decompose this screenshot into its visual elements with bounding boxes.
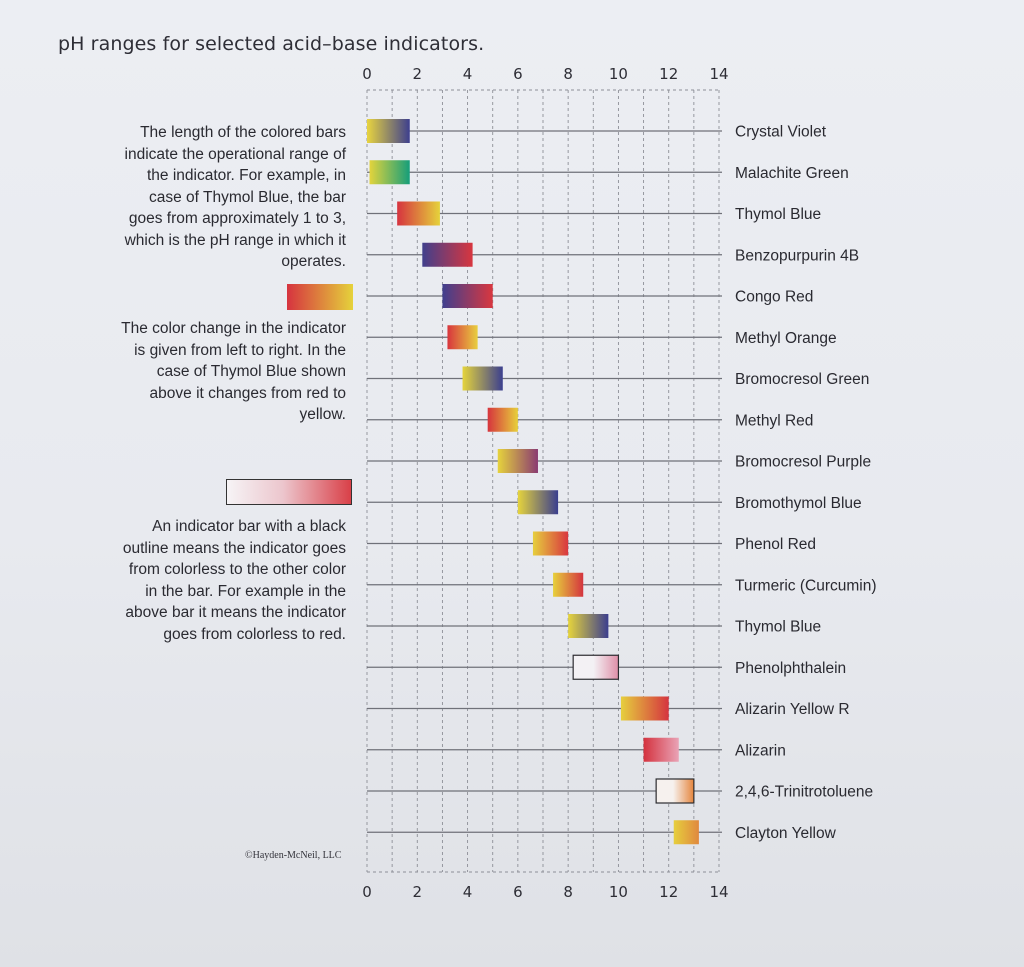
tick-label-bottom: 10 xyxy=(609,883,628,901)
tick-label-bottom: 4 xyxy=(463,883,473,901)
indicator-name-label: Bromocresol Purple xyxy=(735,454,871,471)
indicator-name-label: Bromocresol Green xyxy=(735,371,869,388)
indicator-name-label: Methyl Orange xyxy=(735,330,837,347)
indicator-name-label: Benzopurpurin 4B xyxy=(735,247,859,264)
note-bar-length: The length of the colored bars indicate … xyxy=(124,124,346,270)
indicator-name-label: Malachite Green xyxy=(735,165,849,182)
tick-label-bottom: 2 xyxy=(413,883,423,901)
chart-ticks: 0 0 2 2 4 4 6 6 8 8 10 10 12 12 14 14 xyxy=(362,65,728,901)
tick-label-top: 2 xyxy=(413,65,423,83)
indicator-name-label: Alizarin Yellow R xyxy=(735,701,850,718)
indicator-row: Thymol Blue xyxy=(367,201,821,226)
indicator-name-label: Thymol Blue xyxy=(735,619,821,636)
tick-label-top: 0 xyxy=(362,65,372,83)
indicator-name-label: 2,4,6-Trinitrotoluene xyxy=(735,784,873,801)
tick-label-top: 4 xyxy=(463,65,473,83)
indicator-row: Bromothymol Blue xyxy=(367,490,862,515)
indicator-range-bar xyxy=(655,778,695,804)
indicator-name-label: Alizarin xyxy=(735,742,786,759)
indicator-row: Phenolphthalein xyxy=(367,654,846,680)
copyright-credit: ©Hayden-McNeil, LLC xyxy=(245,850,342,861)
indicator-name-label: Bromothymol Blue xyxy=(735,495,862,512)
indicator-range-bar xyxy=(442,284,493,308)
indicator-row: Bromocresol Purple xyxy=(367,449,871,473)
indicator-range-bar xyxy=(532,531,569,556)
tick-label-top: 10 xyxy=(609,65,628,83)
indicator-name-label: Phenolphthalein xyxy=(735,660,846,677)
indicator-row: Alizarin Yellow R xyxy=(367,696,850,721)
indicator-name-label: Thymol Blue xyxy=(735,206,821,223)
chart-rows: Crystal Violet Malachite Green Thymol Blue… xyxy=(367,119,877,845)
sample-bar-colorless-to-red xyxy=(226,479,352,505)
indicator-range-bar xyxy=(517,490,559,515)
tick-label-top: 12 xyxy=(659,65,678,83)
indicator-row: Alizarin xyxy=(367,737,786,762)
tick-label-bottom: 0 xyxy=(362,883,372,901)
indicator-name-label: Methyl Red xyxy=(735,412,813,429)
indicator-range-bar xyxy=(369,160,410,185)
chart-grid xyxy=(366,89,720,873)
indicator-row: Methyl Orange xyxy=(367,325,837,350)
indicator-range-bar xyxy=(367,119,410,143)
sample-bar-red-to-yellow xyxy=(287,284,353,310)
indicator-name-label: Phenol Red xyxy=(735,536,816,553)
indicator-range-bar xyxy=(572,654,620,680)
indicator-row: Crystal Violet xyxy=(367,119,827,143)
indicator-name-label: Crystal Violet xyxy=(735,124,827,141)
indicator-row: Methyl Red xyxy=(367,407,813,432)
indicator-range-bar xyxy=(497,449,538,473)
indicator-row: Thymol Blue xyxy=(367,614,821,638)
indicator-name-label: Clayton Yellow xyxy=(735,825,837,842)
indicator-row: Turmeric (Curcumin) xyxy=(367,572,877,597)
indicator-range-bar xyxy=(397,201,440,226)
indicator-range-bar xyxy=(643,737,679,762)
tick-label-bottom: 12 xyxy=(659,883,678,901)
indicator-row: Clayton Yellow xyxy=(367,820,837,845)
tick-label-top: 8 xyxy=(563,65,573,83)
indicator-row: Benzopurpurin 4B xyxy=(367,242,859,267)
indicator-range-bar xyxy=(487,407,518,432)
note-color-change: The color change in the indicator is giv… xyxy=(121,320,346,423)
tick-label-top: 6 xyxy=(513,65,523,83)
tick-label-bottom: 14 xyxy=(709,883,728,901)
note-outline-meaning: An indicator bar with a black outline me… xyxy=(122,518,346,643)
indicator-range-bar xyxy=(422,242,473,267)
indicator-row: Phenol Red xyxy=(367,531,816,556)
indicator-row: 2,4,6-Trinitrotoluene xyxy=(367,778,873,804)
indicator-range-bar xyxy=(673,820,699,845)
tick-label-bottom: 8 xyxy=(563,883,573,901)
indicator-range-bar xyxy=(462,366,503,391)
indicator-name-label: Turmeric (Curcumin) xyxy=(735,577,877,594)
tick-label-top: 14 xyxy=(709,65,728,83)
indicator-row: Malachite Green xyxy=(367,160,849,185)
tick-label-bottom: 6 xyxy=(513,883,523,901)
indicator-range-bar xyxy=(620,696,669,721)
indicator-range-bar xyxy=(553,572,584,597)
indicator-range-bar xyxy=(447,325,478,350)
indicator-row: Congo Red xyxy=(367,284,813,308)
indicator-row: Bromocresol Green xyxy=(367,366,869,391)
page-title: pH ranges for selected acid–base indicat… xyxy=(58,33,485,55)
indicator-range-bar xyxy=(568,614,609,638)
indicator-name-label: Congo Red xyxy=(735,289,813,306)
